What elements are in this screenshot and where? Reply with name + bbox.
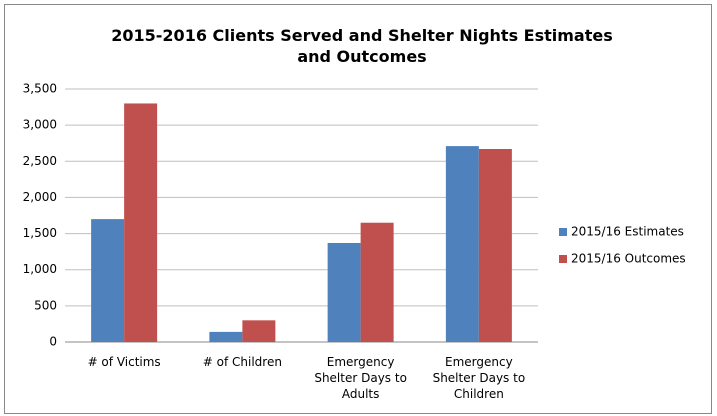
chart-title: 2015-2016 Clients Served and Shelter Nig… [111, 26, 613, 66]
legend-label: 2015/16 Outcomes [571, 252, 686, 266]
x-tick-label: Emergency Shelter Days to Children [433, 355, 526, 401]
legend-swatch [559, 255, 567, 263]
legend-label: 2015/16 Estimates [571, 225, 684, 239]
bar [478, 148, 512, 342]
y-tick-label: 0 [49, 335, 57, 349]
bar [242, 320, 276, 342]
y-tick-label: 3,000 [23, 118, 57, 132]
y-tick-label: 1,000 [23, 262, 57, 276]
y-tick-label: 3,500 [23, 82, 57, 96]
y-tick-label: 1,500 [23, 226, 57, 240]
y-tick-label: 500 [34, 298, 57, 312]
bar [445, 146, 479, 342]
bar [209, 331, 243, 342]
x-tick-label: # of Victims [88, 355, 161, 369]
chart-border [4, 4, 712, 414]
bar [360, 222, 394, 342]
y-tick-label: 2,000 [23, 190, 57, 204]
x-tick-label: # of Children [203, 355, 282, 369]
y-tick-label: 2,500 [23, 154, 57, 168]
x-tick-label: Emergency Shelter Days to Adults [314, 355, 407, 401]
bar [327, 242, 361, 342]
bar [124, 103, 158, 342]
legend-swatch [559, 228, 567, 236]
bar [91, 219, 125, 342]
